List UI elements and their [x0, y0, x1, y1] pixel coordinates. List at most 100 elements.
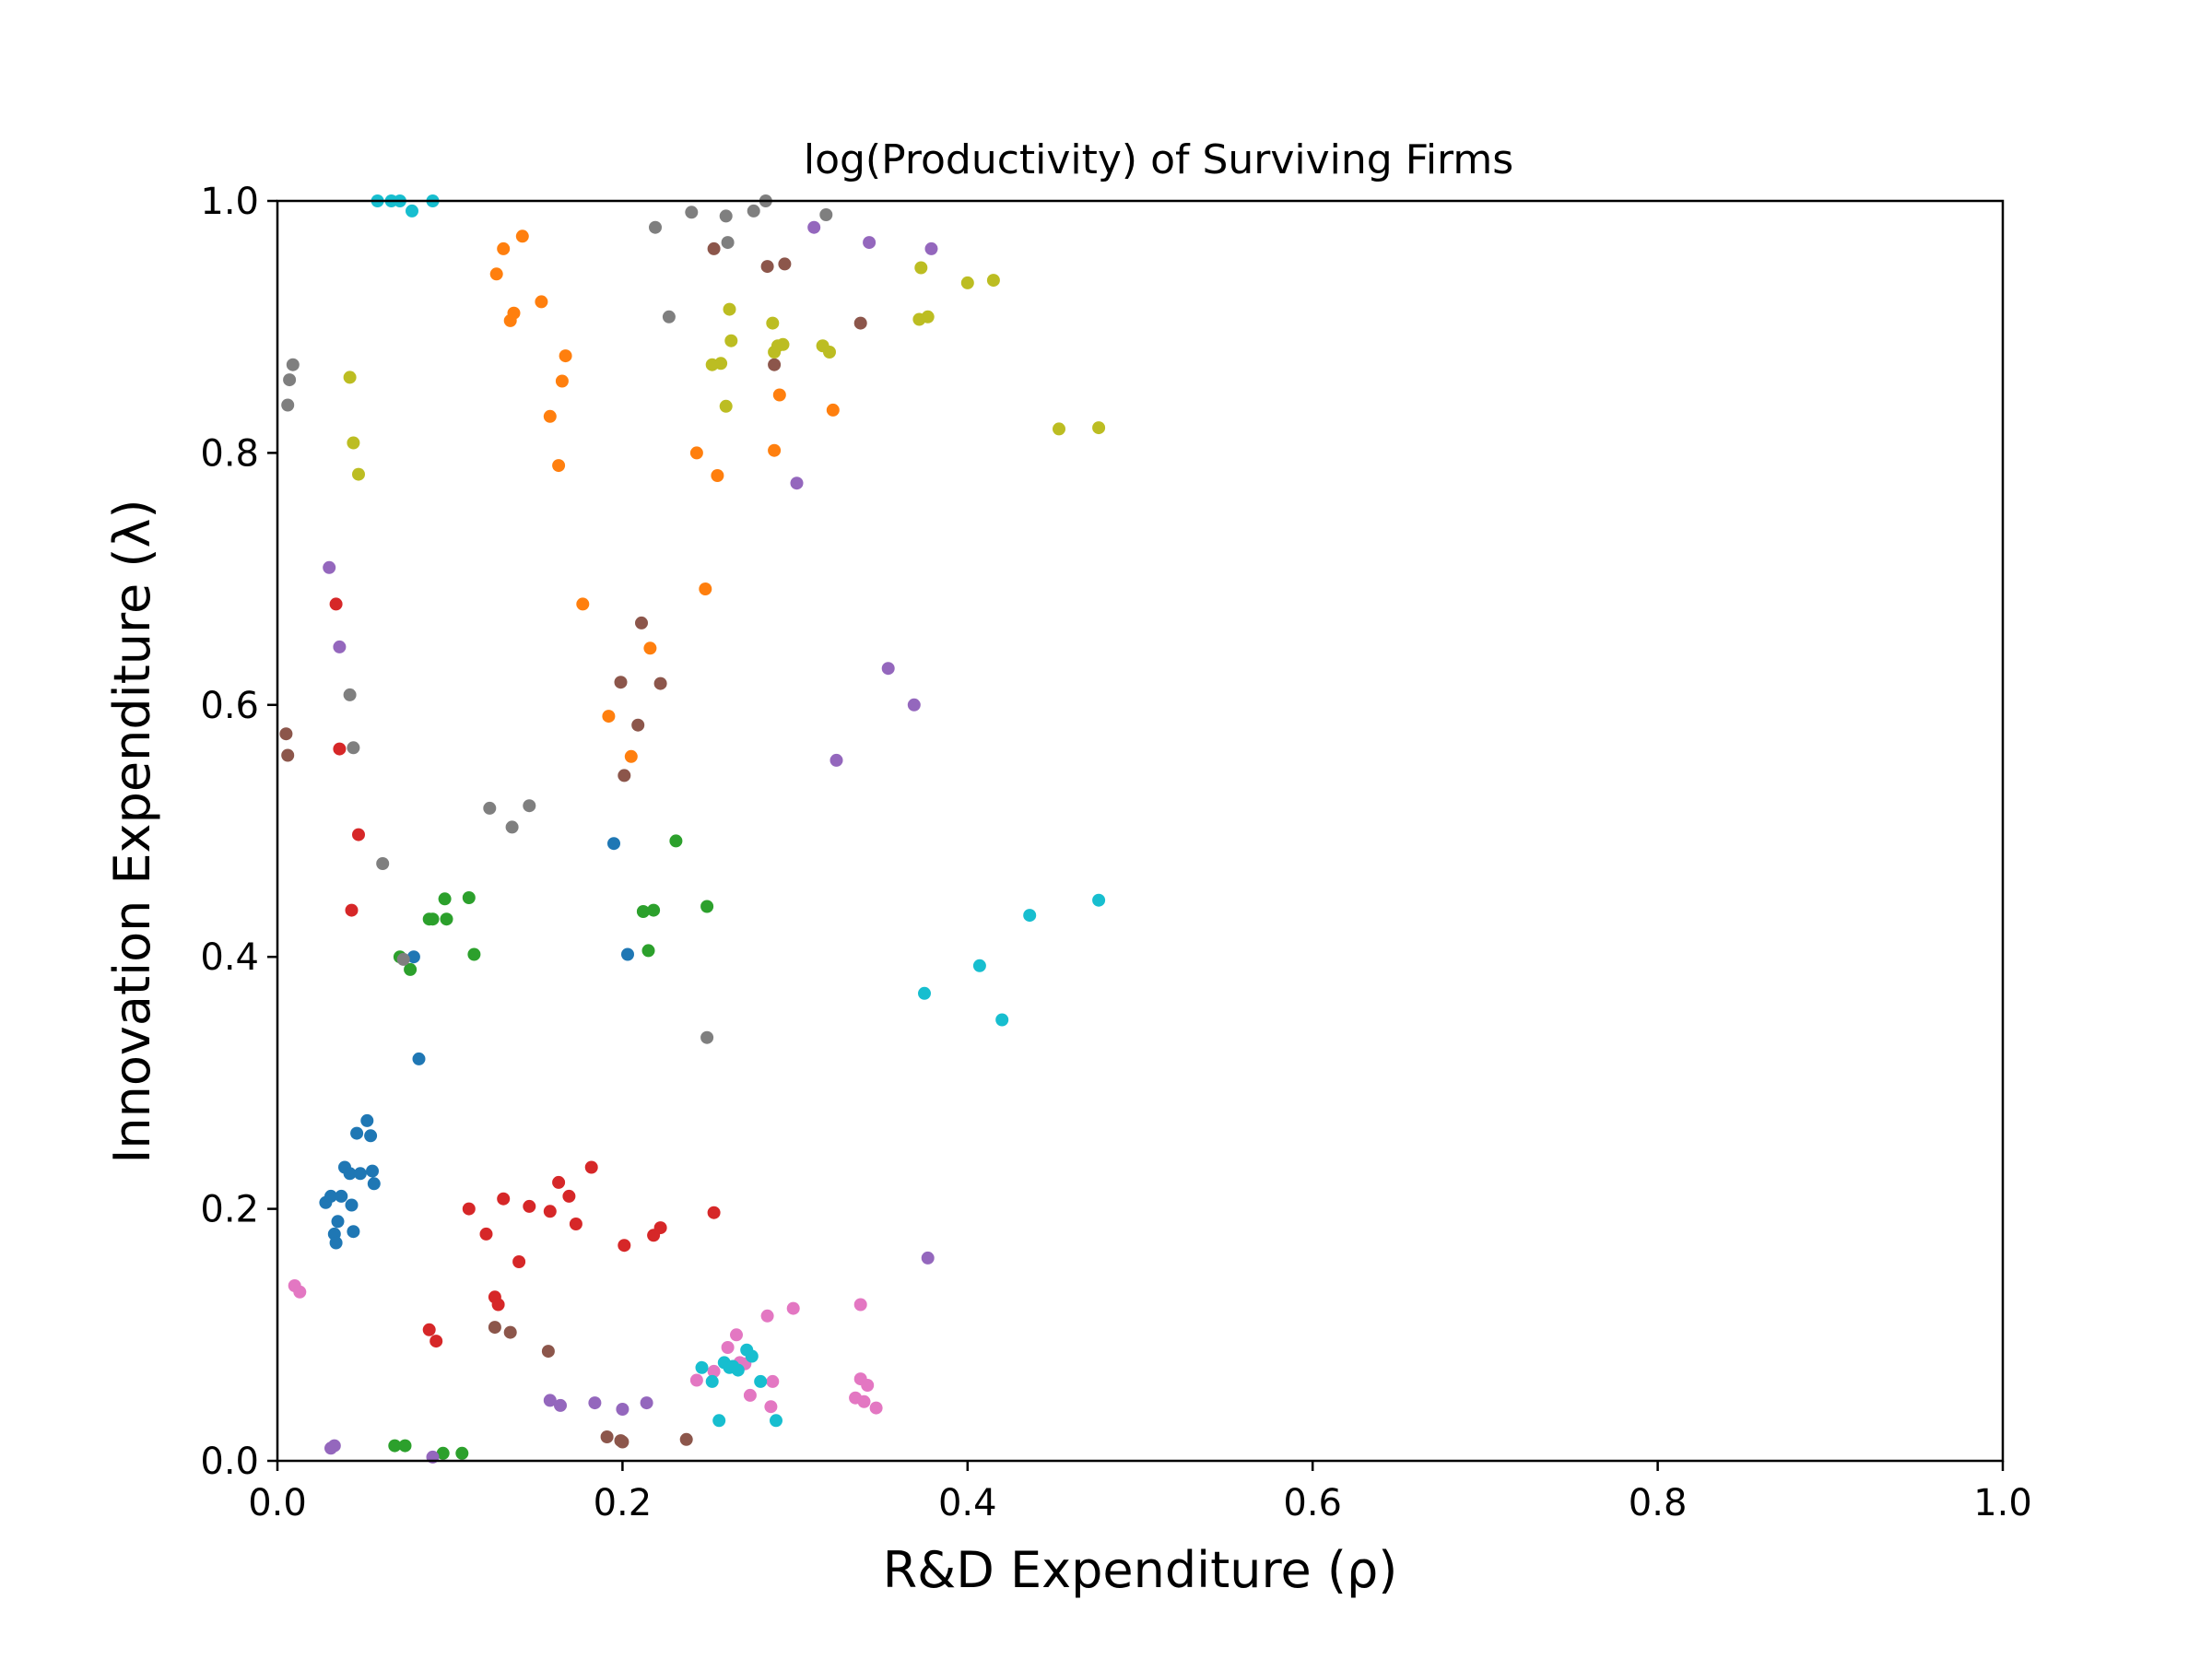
data-point-s7-15 — [721, 236, 735, 250]
data-point-s3-1 — [333, 742, 347, 756]
data-point-s2-12 — [636, 905, 650, 918]
data-point-s3-10 — [497, 1192, 511, 1206]
data-point-s7-10 — [649, 220, 662, 234]
data-point-s7-1 — [283, 373, 297, 387]
data-point-s5-3 — [503, 1325, 517, 1339]
data-point-s9-13 — [745, 1349, 759, 1363]
data-point-s1-6 — [543, 409, 557, 423]
data-point-s6-11 — [766, 1374, 780, 1388]
data-point-s6-1 — [293, 1285, 307, 1299]
data-point-s7-6 — [396, 952, 410, 966]
data-point-s3-17 — [584, 1160, 598, 1174]
data-point-s8-13 — [823, 346, 836, 359]
data-point-s7-18 — [819, 208, 833, 221]
data-point-s5-10 — [631, 718, 645, 732]
data-point-s5-16 — [768, 358, 782, 371]
data-point-s6-5 — [730, 1328, 743, 1342]
data-point-s4-3 — [333, 640, 347, 653]
y-tick-label: 1.0 — [200, 181, 259, 223]
data-point-s2-11 — [467, 947, 481, 961]
data-point-s0-8 — [345, 1198, 359, 1212]
y-tick-label: 0.2 — [200, 1189, 259, 1231]
data-point-s1-18 — [772, 388, 786, 402]
data-point-s9-16 — [918, 986, 931, 1000]
data-point-s4-16 — [921, 1251, 935, 1265]
data-point-s8-2 — [352, 467, 365, 481]
data-point-s6-12 — [786, 1301, 800, 1315]
data-point-s6-10 — [764, 1400, 778, 1414]
data-point-s1-11 — [602, 710, 616, 724]
data-point-s3-12 — [523, 1199, 536, 1213]
data-point-s3-13 — [543, 1205, 557, 1218]
data-point-s5-14 — [707, 241, 721, 255]
data-point-s3-15 — [562, 1189, 576, 1203]
x-tick-label: 0.4 — [938, 1482, 997, 1524]
data-point-s3-16 — [569, 1218, 582, 1230]
y-axis-label: Innovation Expenditure (λ) — [103, 499, 161, 1163]
data-point-s0-5 — [335, 1189, 348, 1203]
data-point-s4-17 — [924, 241, 938, 255]
data-point-s4-6 — [554, 1398, 567, 1412]
data-point-s3-5 — [429, 1335, 443, 1348]
data-point-s1-14 — [689, 446, 703, 460]
data-point-s5-0 — [279, 727, 293, 741]
y-tick-label: 0.6 — [200, 685, 259, 727]
data-point-s1-10 — [576, 597, 590, 611]
x-tick-label: 0.8 — [1629, 1482, 1688, 1524]
data-point-s2-3 — [404, 962, 418, 976]
data-point-s6-9 — [760, 1309, 774, 1323]
data-point-s8-8 — [766, 316, 780, 330]
data-point-s0-3 — [329, 1236, 343, 1250]
data-point-s9-11 — [731, 1363, 745, 1377]
data-point-s4-11 — [807, 220, 821, 234]
data-point-s8-1 — [347, 436, 360, 450]
data-point-s1-12 — [624, 749, 638, 763]
data-point-s5-11 — [635, 616, 648, 629]
data-point-s7-5 — [376, 857, 390, 870]
data-point-s8-0 — [343, 371, 357, 384]
data-point-s3-9 — [491, 1298, 505, 1312]
data-point-s2-0 — [388, 1439, 402, 1453]
y-tick-label: 0.4 — [200, 936, 259, 979]
data-point-s3-18 — [618, 1239, 631, 1253]
data-point-s5-4 — [541, 1345, 555, 1359]
data-point-s5-13 — [679, 1432, 693, 1446]
data-point-s9-6 — [705, 1374, 719, 1388]
data-point-s1-1 — [497, 241, 511, 255]
data-point-s0-11 — [353, 1167, 367, 1181]
data-point-s7-16 — [747, 204, 760, 218]
data-point-s6-18 — [869, 1401, 883, 1415]
data-point-s9-5 — [695, 1360, 709, 1374]
y-tick-label: 0.8 — [200, 432, 259, 475]
data-point-s4-7 — [588, 1396, 602, 1410]
data-point-s4-8 — [616, 1403, 629, 1416]
data-point-s9-17 — [972, 959, 986, 972]
data-point-s1-4 — [515, 229, 529, 243]
data-point-s4-15 — [907, 698, 921, 712]
data-point-s8-6 — [723, 302, 736, 316]
data-point-s4-10 — [790, 477, 804, 490]
data-point-s5-12 — [653, 677, 667, 690]
data-point-s1-17 — [768, 443, 782, 457]
data-point-s9-14 — [754, 1374, 768, 1388]
data-point-s2-8 — [440, 912, 453, 926]
data-point-s2-6 — [436, 1446, 450, 1460]
data-point-s8-4 — [714, 357, 728, 371]
data-point-s7-8 — [505, 820, 519, 834]
data-point-s4-1 — [327, 1439, 341, 1453]
data-point-s8-7 — [724, 334, 738, 347]
data-point-s4-9 — [640, 1396, 653, 1410]
data-point-s5-18 — [853, 316, 867, 330]
data-point-s1-15 — [699, 582, 712, 595]
x-axis-label: R&D Expenditure (ρ) — [883, 1541, 1398, 1599]
data-point-s4-5 — [543, 1394, 557, 1407]
data-point-s8-17 — [960, 276, 974, 289]
data-point-s1-8 — [555, 374, 569, 388]
data-point-s2-15 — [669, 834, 683, 848]
axis-ticks: 0.0 0.2 0.4 0.6 0.8 1.0 0.0 0.2 0.4 0.6 0.8 1.0 — [200, 181, 2031, 1524]
data-point-s8-5 — [719, 399, 733, 413]
data-point-s4-12 — [830, 753, 843, 767]
data-point-s9-15 — [770, 1414, 782, 1428]
data-point-s1-0 — [489, 267, 503, 281]
